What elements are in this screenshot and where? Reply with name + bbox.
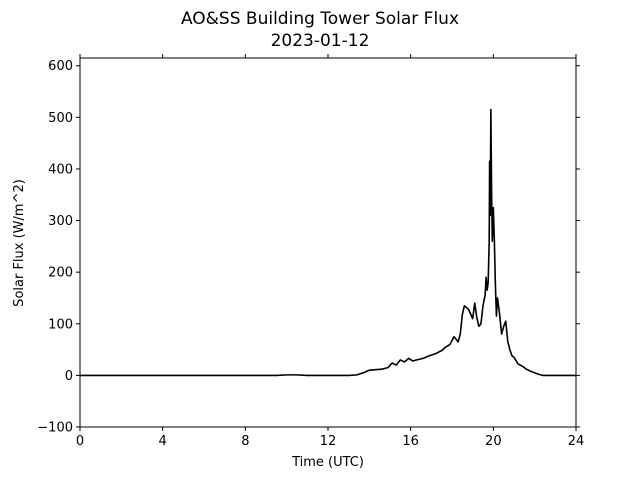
y-tick-label: 200: [48, 266, 73, 281]
y-tick-label: 0: [65, 369, 73, 384]
y-tick-label: −100: [37, 421, 73, 436]
x-tick-label: 16: [402, 434, 419, 449]
y-tick-label: 100: [48, 317, 73, 332]
x-tick-label: 24: [568, 434, 585, 449]
y-tick-label: 400: [48, 162, 73, 177]
x-tick-label: 20: [485, 434, 502, 449]
x-tick-label: 4: [159, 434, 167, 449]
x-tick-label: 8: [241, 434, 249, 449]
y-axis-label: Solar Flux (W/m^2): [12, 179, 27, 307]
plot-area: [79, 57, 577, 428]
y-tick-label: 600: [48, 59, 73, 74]
y-tick-label: 500: [48, 111, 73, 126]
series-line: [80, 108, 576, 377]
x-tick-label: 0: [76, 434, 84, 449]
chart-title: AO&SS Building Tower Solar Flux: [181, 9, 459, 29]
y-tick-label: 300: [48, 214, 73, 229]
chart-subtitle: 2023-01-12: [271, 31, 370, 51]
x-axis-label: Time (UTC): [291, 455, 364, 470]
x-tick-label: 12: [320, 434, 337, 449]
